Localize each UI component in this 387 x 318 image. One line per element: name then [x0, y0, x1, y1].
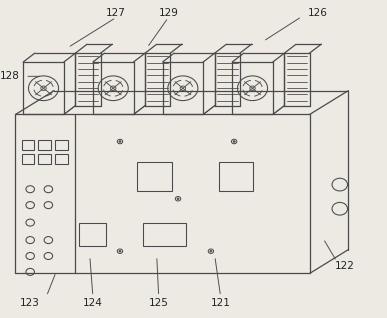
- Text: 124: 124: [83, 298, 103, 308]
- Circle shape: [177, 198, 179, 200]
- Bar: [137, 162, 172, 191]
- Circle shape: [233, 141, 235, 142]
- Text: 129: 129: [158, 8, 178, 18]
- Text: 127: 127: [106, 8, 126, 18]
- Text: 123: 123: [20, 298, 40, 308]
- Bar: [22, 140, 34, 150]
- Bar: [22, 154, 34, 164]
- Circle shape: [119, 141, 121, 142]
- Bar: [55, 154, 68, 164]
- Bar: [79, 223, 106, 246]
- Circle shape: [210, 250, 212, 252]
- Bar: [38, 154, 51, 164]
- Text: 125: 125: [149, 298, 169, 308]
- Bar: [219, 162, 253, 191]
- Text: 122: 122: [334, 260, 354, 271]
- Text: 128: 128: [0, 71, 20, 81]
- Bar: [143, 223, 186, 246]
- Text: 126: 126: [307, 8, 327, 18]
- Text: 121: 121: [211, 298, 231, 308]
- Bar: [38, 140, 51, 150]
- Circle shape: [119, 250, 121, 252]
- Bar: [55, 140, 68, 150]
